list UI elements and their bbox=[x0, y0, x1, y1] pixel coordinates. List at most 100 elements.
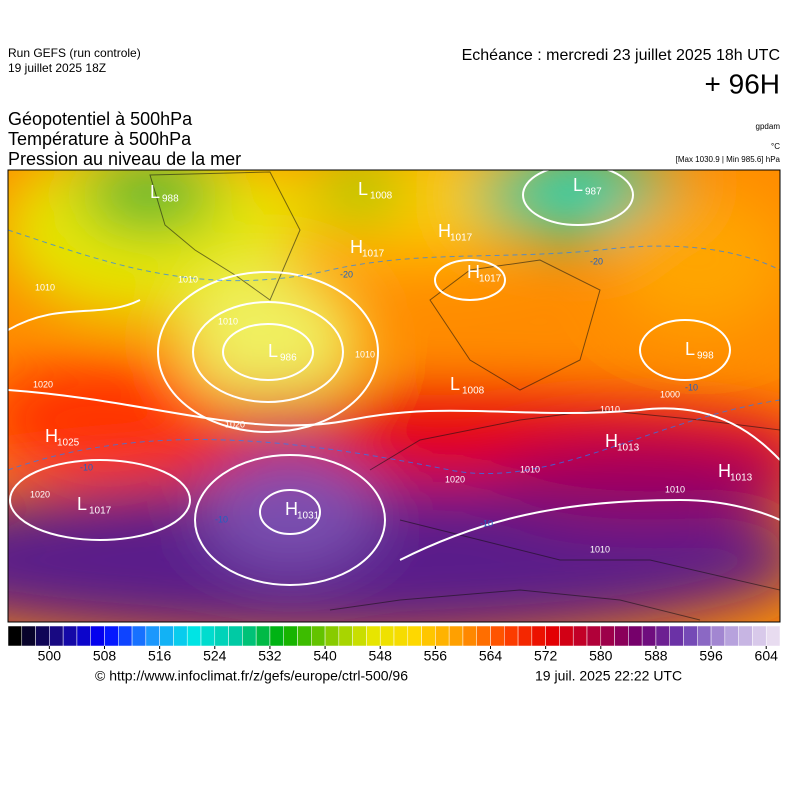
field-name: Géopotentiel à 500hPa bbox=[8, 109, 193, 129]
colorbar-swatch bbox=[572, 625, 588, 647]
isobar-label: 1010 bbox=[355, 349, 375, 359]
pressure-center-value: 1025 bbox=[57, 438, 80, 449]
colorbar-swatch bbox=[752, 625, 767, 647]
map-frame bbox=[7, 169, 781, 623]
lead-time: + 96H bbox=[705, 68, 781, 99]
pressure-center-symbol: L bbox=[268, 341, 278, 361]
colorbar-swatch bbox=[448, 625, 464, 647]
colorbar-swatch bbox=[490, 625, 505, 647]
colorbar-tick-label: 564 bbox=[479, 648, 503, 664]
colorbar-swatch bbox=[76, 625, 91, 647]
colorbar-swatch bbox=[476, 625, 491, 647]
colorbar-swatch bbox=[104, 625, 119, 647]
colorbar-swatch bbox=[600, 625, 615, 647]
colorbar-swatch bbox=[393, 625, 409, 647]
isobar-label: 1010 bbox=[590, 544, 610, 554]
pressure-center-symbol: L bbox=[685, 339, 695, 359]
isobar-label: 1020 bbox=[445, 474, 465, 484]
colorbar-tick-label: 524 bbox=[203, 648, 227, 664]
pressure-center-value: 988 bbox=[162, 194, 179, 205]
pressure-center-symbol: H bbox=[605, 431, 618, 451]
pressure-center-value: 1013 bbox=[617, 443, 640, 454]
isotherms bbox=[8, 229, 780, 474]
colorbar-swatch bbox=[131, 625, 147, 647]
isobar-label: 1010 bbox=[35, 282, 55, 292]
colorbar-swatch bbox=[379, 625, 395, 647]
isobar-label: 1000 bbox=[660, 389, 680, 399]
colorbar-swatch bbox=[338, 625, 353, 647]
colorbar-swatch bbox=[738, 625, 753, 647]
pressure-center-symbol: L bbox=[358, 179, 368, 199]
colorbar-swatch bbox=[504, 625, 519, 647]
colorbar-swatch bbox=[655, 625, 670, 647]
colorbar-swatch bbox=[242, 625, 257, 647]
run-date: 19 juillet 2025 18Z bbox=[8, 61, 106, 75]
source: © http://www.infoclimat.fr/z/gefs/europe… bbox=[95, 668, 408, 684]
pressure-center-symbol: L bbox=[77, 494, 87, 514]
colorbar-swatch bbox=[145, 625, 160, 647]
colorbar-swatch bbox=[628, 625, 643, 647]
isobar-label: 1010 bbox=[600, 404, 620, 414]
colorbar-swatch bbox=[311, 625, 326, 647]
colorbar-swatch bbox=[517, 625, 533, 647]
colorbar-swatch bbox=[255, 625, 271, 647]
isobar-label: 1010 bbox=[178, 274, 198, 284]
colorbar-swatch bbox=[214, 625, 229, 647]
pressure-center-value: 1031 bbox=[297, 511, 320, 522]
pressure-center-value: 1013 bbox=[730, 473, 753, 484]
pressure-center-symbol: L bbox=[573, 175, 583, 195]
colorbar-tick-label: 604 bbox=[755, 648, 779, 664]
pressure-center-value: 1017 bbox=[450, 233, 473, 244]
colorbar-swatch bbox=[7, 625, 23, 647]
pressure-center-symbol: H bbox=[718, 461, 731, 481]
pressure-center-value: 1017 bbox=[362, 249, 385, 260]
colorbar-tick-label: 596 bbox=[699, 648, 723, 664]
colorbar-swatch bbox=[545, 625, 560, 647]
unit: [Max 1030.9 | Min 985.6] hPa bbox=[676, 155, 781, 164]
colorbar-swatch bbox=[531, 625, 546, 647]
valid-time: Echéance : mercredi 23 juillet 2025 18h … bbox=[462, 47, 780, 64]
landmass bbox=[149, 171, 780, 621]
colorbar-swatch bbox=[49, 625, 64, 647]
isobar-label: 1020 bbox=[225, 419, 245, 429]
pressure-center-value: 1008 bbox=[370, 191, 393, 202]
colorbar-swatch bbox=[297, 625, 312, 647]
pressure-center-symbol: H bbox=[467, 262, 480, 282]
isobar-label: 1020 bbox=[30, 489, 50, 499]
colorbar-swatch bbox=[407, 625, 422, 647]
colorbar-swatch bbox=[421, 625, 436, 647]
isobar-label: 1010 bbox=[520, 464, 540, 474]
field-shading bbox=[8, 170, 780, 622]
isotherm-label: -20 bbox=[590, 256, 603, 266]
colorbar-swatch bbox=[366, 625, 381, 647]
colorbar-tick-label: 516 bbox=[148, 648, 172, 664]
colorbar-swatch bbox=[118, 625, 133, 647]
colorbar-swatch bbox=[683, 625, 698, 647]
colorbar-swatch bbox=[614, 625, 629, 647]
pressure-center-value: 998 bbox=[697, 351, 714, 362]
colorbar-swatch bbox=[641, 625, 657, 647]
colorbar-swatch bbox=[228, 625, 243, 647]
colorbar-swatch bbox=[352, 625, 367, 647]
isotherm-label: -10 bbox=[480, 518, 493, 528]
colorbar-swatch bbox=[62, 625, 78, 647]
pressure-center-symbol: H bbox=[438, 221, 451, 241]
colorbar-swatch bbox=[186, 625, 202, 647]
run-name: Run GEFS (run controle) bbox=[8, 46, 141, 60]
isotherm-label: -20 bbox=[340, 269, 353, 279]
pressure-center-value: 987 bbox=[585, 187, 602, 198]
colorbar-swatch bbox=[90, 625, 105, 647]
colorbar-tick-label: 588 bbox=[644, 648, 668, 664]
pressure-center-symbol: H bbox=[45, 426, 58, 446]
colorbar-tick-label: 500 bbox=[38, 648, 62, 664]
field-name: Pression au niveau de la mer bbox=[8, 149, 241, 169]
colorbar-tick-label: 548 bbox=[369, 648, 393, 664]
colorbar-swatch bbox=[21, 625, 36, 647]
isotherm-label: -10 bbox=[215, 514, 228, 524]
isobar-label: 1010 bbox=[665, 484, 685, 494]
colorbar-swatch bbox=[35, 625, 50, 647]
colorbar-tick-label: 572 bbox=[534, 648, 558, 664]
isotherm-label: -10 bbox=[80, 462, 93, 472]
isobars bbox=[8, 170, 780, 586]
